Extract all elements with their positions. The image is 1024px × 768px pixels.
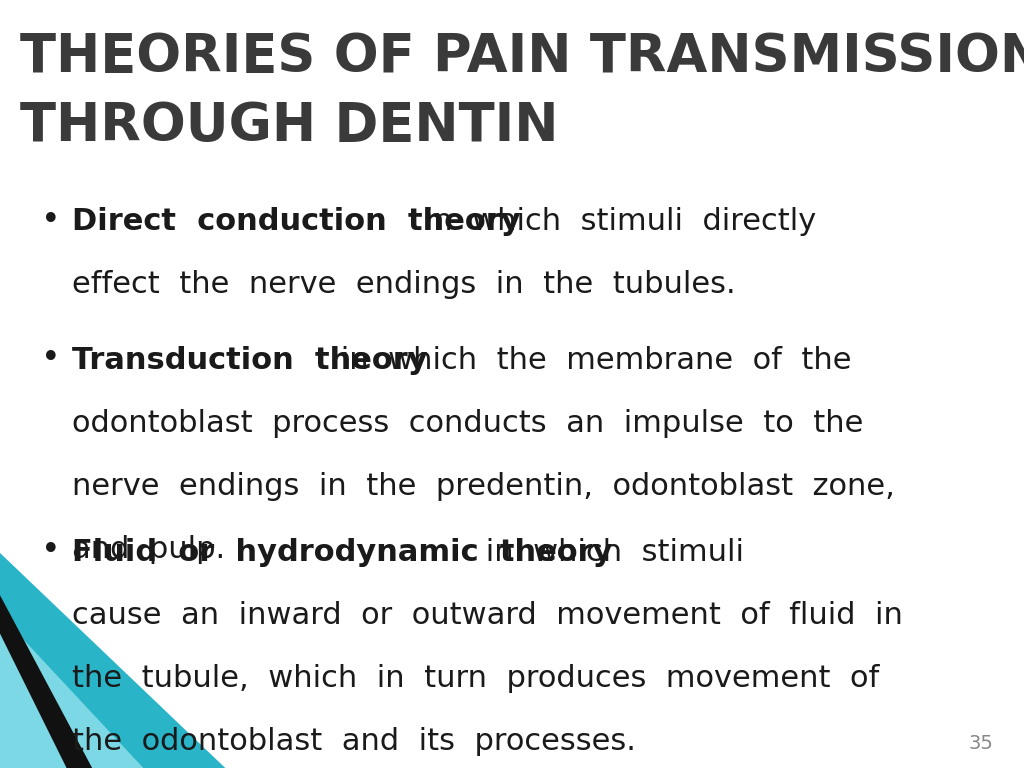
Polygon shape	[0, 553, 225, 768]
Text: cause  an  inward  or  outward  movement  of  fluid  in: cause an inward or outward movement of f…	[72, 601, 902, 630]
Text: effect  the  nerve  endings  in  the  tubules.: effect the nerve endings in the tubules.	[72, 270, 735, 300]
Text: in  which  the  membrane  of  the: in which the membrane of the	[331, 346, 851, 375]
Text: in  which  stimuli: in which stimuli	[476, 538, 744, 567]
Text: Transduction  theory: Transduction theory	[72, 346, 427, 375]
Text: THROUGH DENTIN: THROUGH DENTIN	[20, 100, 559, 152]
Text: Fluid  or  hydrodynamic  theory: Fluid or hydrodynamic theory	[72, 538, 612, 567]
Text: in  which  stimuli  directly: in which stimuli directly	[415, 207, 816, 237]
Text: Direct  conduction  theory: Direct conduction theory	[72, 207, 520, 237]
Text: •: •	[41, 534, 60, 567]
Polygon shape	[0, 614, 143, 768]
Text: the  tubule,  which  in  turn  produces  movement  of: the tubule, which in turn produces movem…	[72, 664, 879, 693]
Text: •: •	[41, 342, 60, 375]
Text: the  odontoblast  and  its  processes.: the odontoblast and its processes.	[72, 727, 636, 756]
Text: odontoblast  process  conducts  an  impulse  to  the: odontoblast process conducts an impulse …	[72, 409, 863, 438]
Text: •: •	[41, 204, 60, 237]
Text: and  pulp.: and pulp.	[72, 535, 225, 564]
Text: nerve  endings  in  the  predentin,  odontoblast  zone,: nerve endings in the predentin, odontobl…	[72, 472, 895, 501]
Text: 35: 35	[969, 733, 993, 753]
Polygon shape	[0, 595, 92, 768]
Text: THEORIES OF PAIN TRANSMISSION: THEORIES OF PAIN TRANSMISSION	[20, 31, 1024, 83]
